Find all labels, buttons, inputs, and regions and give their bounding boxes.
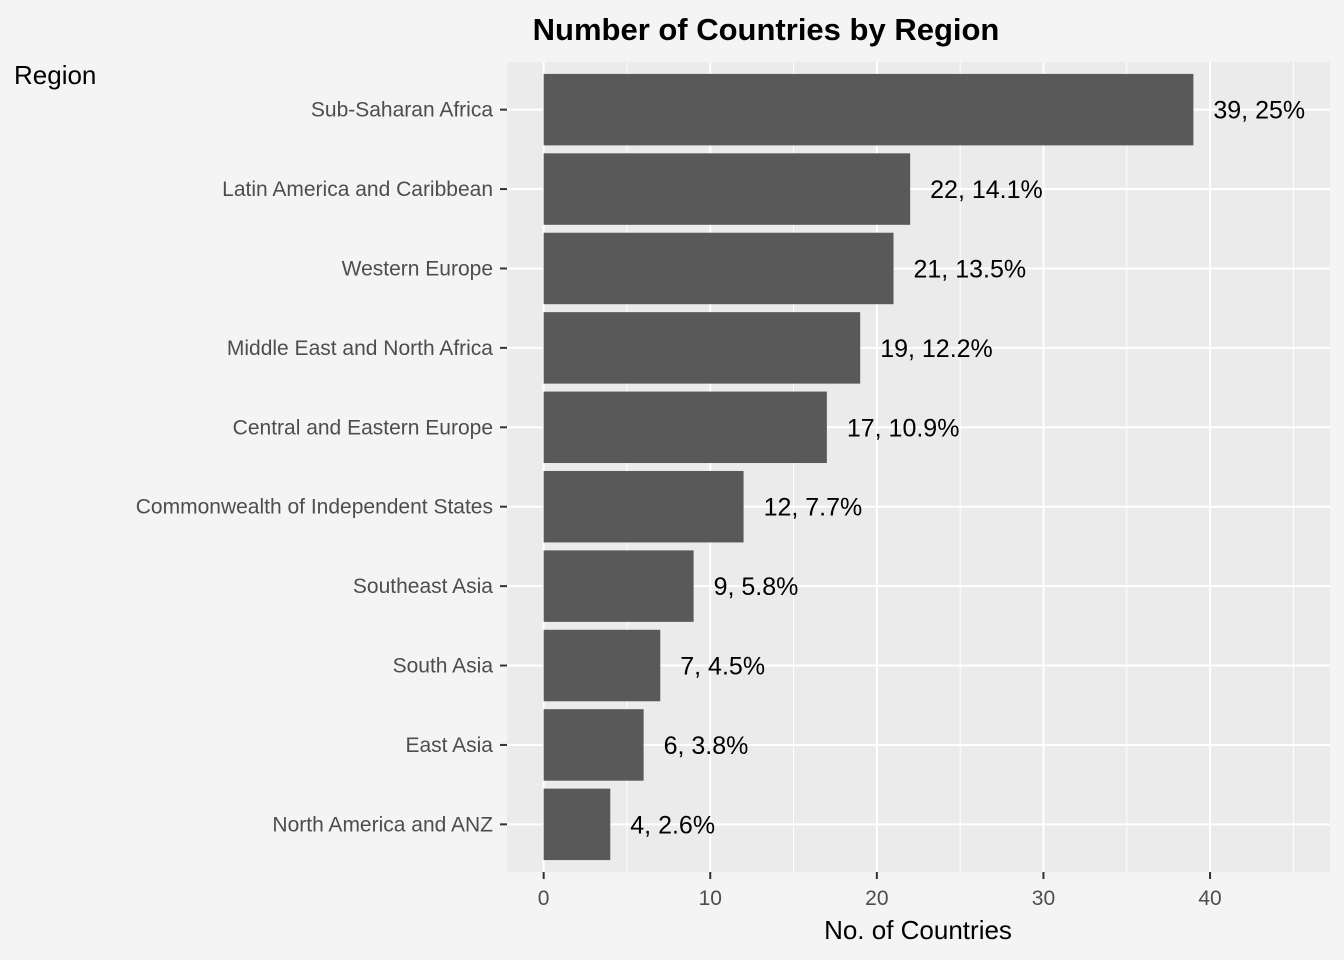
y-tick-label: Western Europe xyxy=(342,257,493,280)
y-tick-label: Latin America and Caribbean xyxy=(222,178,493,201)
data-label: 6, 3.8% xyxy=(664,732,749,760)
data-label: 21, 13.5% xyxy=(914,255,1027,283)
bar xyxy=(543,232,894,305)
y-tick-label: Southeast Asia xyxy=(353,575,493,598)
y-tick-label: Commonwealth of Independent States xyxy=(136,496,493,519)
data-label: 12, 7.7% xyxy=(764,494,863,522)
data-label: 7, 4.5% xyxy=(680,653,765,681)
data-label: 39, 25% xyxy=(1213,97,1305,125)
y-tick-label: Central and Eastern Europe xyxy=(233,416,493,439)
x-tick-label: 20 xyxy=(865,887,888,910)
bar xyxy=(543,550,694,622)
chart-title: Number of Countries by Region xyxy=(533,12,1000,47)
legend-title: Region xyxy=(14,60,96,90)
data-label: 19, 12.2% xyxy=(880,335,993,363)
bar xyxy=(543,788,611,861)
bar xyxy=(543,629,661,702)
y-tick-label: Sub-Saharan Africa xyxy=(311,99,493,122)
x-tick-label: 0 xyxy=(538,887,550,910)
bar xyxy=(543,153,911,225)
x-tick-label: 30 xyxy=(1032,887,1055,910)
bar xyxy=(543,709,644,781)
data-label: 17, 10.9% xyxy=(847,414,960,442)
x-tick-label: 10 xyxy=(699,887,722,910)
y-tick-label: Middle East and North Africa xyxy=(227,337,493,360)
x-axis: 0 10 20 30 40 xyxy=(538,872,1222,910)
x-axis-title: No. of Countries xyxy=(824,915,1012,945)
y-tick-label: North America and ANZ xyxy=(272,813,493,836)
y-tick-label: South Asia xyxy=(393,655,494,678)
y-axis: Sub-Saharan Africa Latin America and Cari… xyxy=(136,99,507,836)
bars xyxy=(543,73,1194,861)
bar xyxy=(543,470,744,543)
y-tick-label: East Asia xyxy=(405,734,493,757)
data-label: 22, 14.1% xyxy=(930,176,1043,204)
data-label: 4, 2.6% xyxy=(630,811,715,839)
x-tick-label: 40 xyxy=(1198,887,1221,910)
bar xyxy=(543,73,1194,146)
data-labels: 39, 25% 22, 14.1% 21, 13.5% 19, 12.2% 17, 10… xyxy=(630,97,1305,840)
bar xyxy=(543,312,861,384)
data-label: 9, 5.8% xyxy=(714,573,799,601)
bar xyxy=(543,391,827,464)
